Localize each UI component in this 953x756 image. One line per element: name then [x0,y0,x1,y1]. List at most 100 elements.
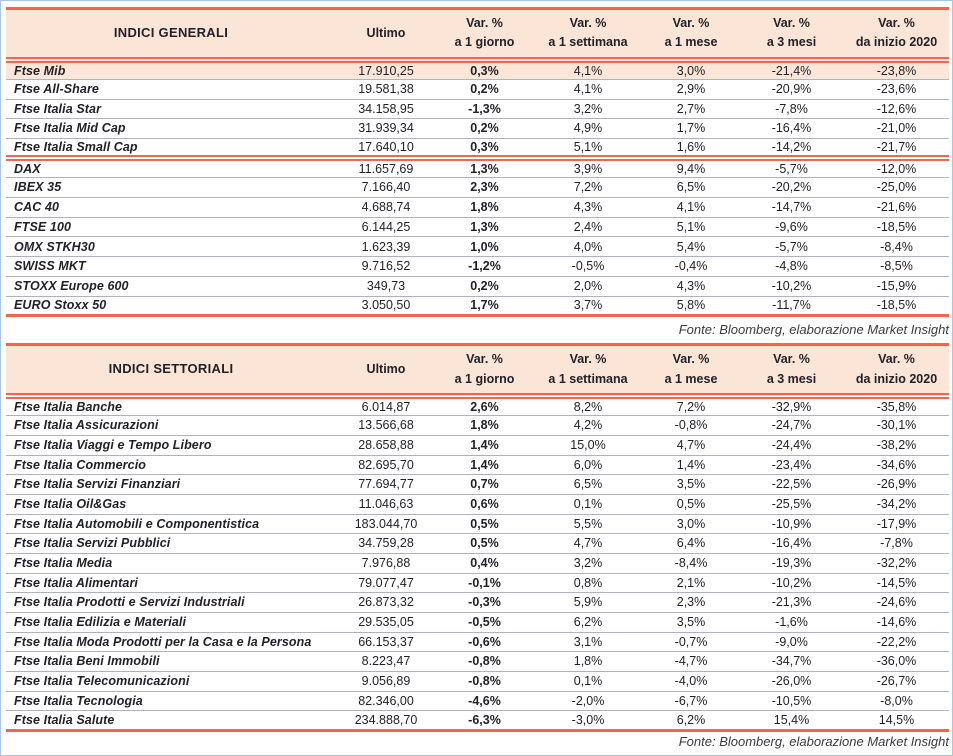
var-3m-value: -5,7% [775,162,808,177]
var-1m-value: 5,1% [676,219,706,234]
var-3m-value: -26,0% [771,674,812,689]
var-ytd-value: -15,9% [876,278,917,293]
var-1w-value: 4,2% [573,418,603,433]
var-1w-value: 3,2% [573,556,603,571]
var-3m-value: -7,8% [775,101,808,116]
var-ytd-value: -25,0% [876,180,917,195]
var-1w-value: 4,7% [573,536,603,551]
var-ytd-value: -12,0% [876,162,917,177]
var-3m-value: -24,7% [771,418,812,433]
column-header-ultimo: Ultimo [366,361,406,376]
table-row: Ftse Italia Moda Prodotti per la Casa e … [6,632,949,652]
var-3m-value: -10,5% [771,693,812,708]
ultimo-value: 7.166,40 [361,180,411,195]
var-1m-value: -4,0% [674,674,708,689]
index-name: Ftse Italia Commercio [14,457,147,472]
index-name: Ftse Italia Star [14,101,102,116]
table-row: Ftse Italia Assicurazioni 13.566,68 1,8% 4,… [6,415,949,436]
var-ytd-value: -35,8% [876,399,917,414]
table-row: OMX STKH30 1.623,39 1,0% 4,0% 5,4% -5,7% -8,4% [6,236,949,257]
var-ytd-value: -36,0% [876,654,917,669]
table-row: Ftse Mib 17.910,25 0,3% 4,1% 3,0% -21,4% -23,8… [6,59,949,80]
indici-generali-section: INDICI GENERALI Ultimo Var. % a 1 giorno… [6,7,949,339]
var-ytd-value: -23,6% [876,82,917,97]
section-title: INDICI GENERALI [113,25,229,41]
table-row: Ftse Italia Salute 234.888,70 -6,3% -3,0% 6,… [6,710,949,731]
ultimo-value: 28.658,88 [358,437,414,452]
var-3m-value: -10,9% [771,516,812,531]
var-ytd-value: -18,5% [876,219,917,234]
var-1d-value: -0,8% [468,654,501,669]
column-header-var-1w: Var. % a 1 settimana [548,352,628,386]
table-row: Ftse Italia Commercio 82.695,70 1,4% 6,0% 1,… [6,455,949,475]
var-1m-value: 3,0% [676,63,706,78]
var-1d-value: -0,5% [468,615,501,630]
var-1d-value: 1,4% [470,457,499,472]
var-1d-value: 0,2% [470,121,499,136]
var-1w-value: -3,0% [571,713,605,728]
var-3m-value: -10,2% [771,575,812,590]
table-row: Ftse Italia Viaggi e Tempo Libero 28.658,… [6,435,949,455]
table-row: Ftse Italia Star 34.158,95 -1,3% 3,2% 2,7% -7… [6,99,949,119]
ultimo-value: 9.716,52 [361,259,411,274]
var-1w-value: 1,8% [573,654,603,669]
var-1m-value: 4,7% [676,437,706,452]
var-1m-value: -0,4% [674,259,708,274]
table-row: Ftse Italia Servizi Finanziari 77.694,77 0… [6,474,949,495]
var-3m-value: -10,2% [771,278,812,293]
ultimo-value: 34.759,28 [358,536,414,551]
ultimo-value: 1.623,39 [361,239,411,254]
indici-settoriali-section: INDICI SETTORIALI Ultimo Var. % a 1 gior… [6,343,949,750]
var-1d-value: 0,3% [470,139,499,154]
ultimo-value: 26.873,32 [358,595,414,610]
index-name: Ftse Italia Tecnologia [14,693,143,708]
ultimo-value: 11.657,69 [358,162,414,177]
table-row: Ftse Italia Servizi Pubblici 34.759,28 0,5… [6,533,949,554]
var-1m-value: 2,9% [676,82,706,97]
index-name: Ftse Italia Salute [14,713,115,728]
index-name: Ftse Italia Beni Immobili [14,654,160,669]
var-3m-value: -25,5% [771,496,812,511]
ultimo-value: 13.566,68 [358,418,414,433]
var-1m-value: 1,6% [676,139,706,154]
index-name: Ftse Italia Media [14,556,113,571]
var-1d-value: 1,8% [470,200,499,215]
var-3m-value: -4,8% [775,259,808,274]
table-row: Ftse Italia Beni Immobili 8.223,47 -0,8% 1,… [6,651,949,672]
source-note: Fonte: Bloomberg, elaborazione Market In… [678,734,949,750]
var-1w-value: 0,8% [573,575,603,590]
table-row: Ftse Italia Mid Cap 31.939,34 0,2% 4,9% 1,7%… [6,118,949,139]
var-1m-value: 4,3% [676,278,706,293]
var-1d-value: 1,0% [470,239,499,254]
var-1w-value: 4,3% [573,200,603,215]
index-name: SWISS MKT [14,259,86,274]
var-ytd-value: -14,6% [876,615,917,630]
ultimo-value: 19.581,38 [358,82,414,97]
table-row: Ftse Italia Alimentari 79.077,47 -0,1% 0,8%… [6,573,949,593]
var-ytd-value: -32,2% [876,556,917,571]
var-1d-value: 0,5% [470,536,499,551]
table-row: Ftse Italia Banche 6.014,87 2,6% 8,2% 7,2% -3… [6,396,949,416]
var-1d-value: 0,3% [470,63,499,78]
ultimo-value: 349,73 [366,278,406,293]
var-1w-value: 4,1% [573,63,603,78]
var-3m-value: -34,7% [771,654,812,669]
var-1m-value: 6,2% [676,713,706,728]
var-1m-value: 9,4% [676,162,706,177]
var-1d-value: 1,7% [470,298,499,313]
var-ytd-value: -21,7% [876,139,917,154]
index-name: IBEX 35 [14,180,62,195]
ultimo-value: 11.046,63 [358,496,414,511]
var-1w-value: 4,0% [573,239,603,254]
var-ytd-value: -7,8% [880,536,913,551]
var-3m-value: -21,4% [771,63,812,78]
table-row: Ftse All-Share 19.581,38 0,2% 4,1% 2,9% -20,9… [6,79,949,99]
var-1m-value: 1,7% [676,121,706,136]
var-1w-value: 15,0% [570,437,606,452]
var-1d-value: -4,6% [468,693,501,708]
var-1m-value: 3,0% [676,516,706,531]
var-1w-value: 5,5% [573,516,603,531]
column-header-var-ytd: Var. % da inizio 2020 [855,352,938,386]
ultimo-value: 82.346,00 [358,693,414,708]
